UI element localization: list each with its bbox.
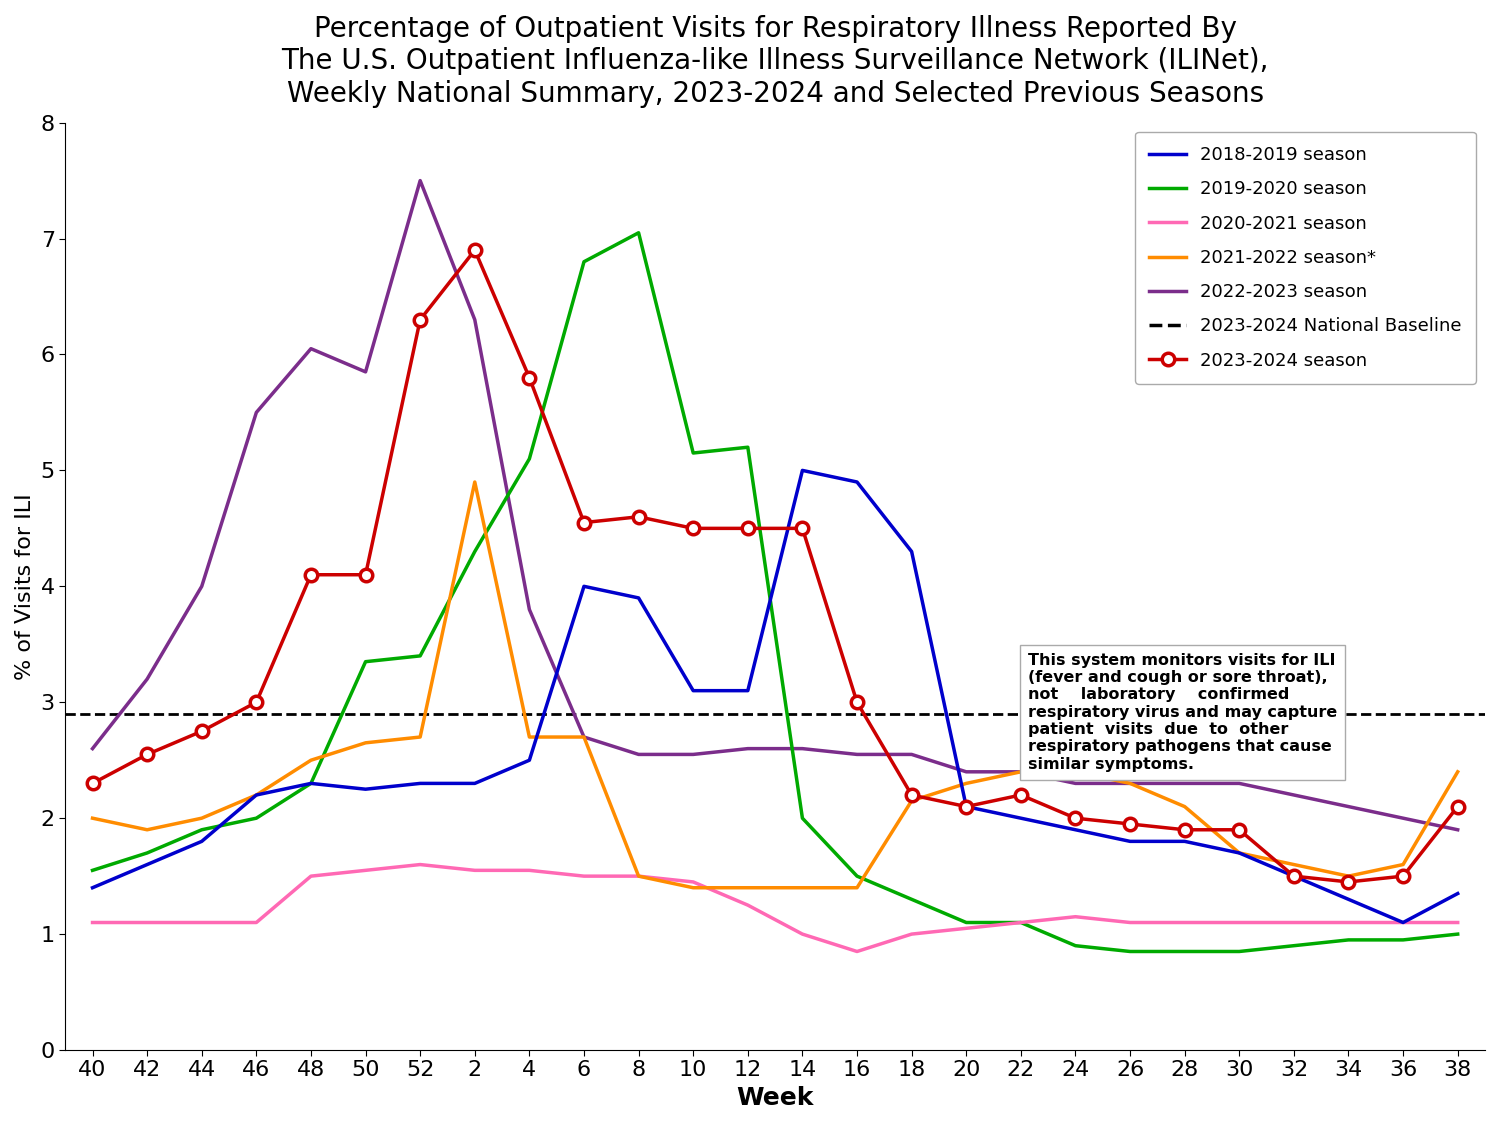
Title: Percentage of Outpatient Visits for Respiratory Illness Reported By
The U.S. Out: Percentage of Outpatient Visits for Resp…	[282, 15, 1269, 108]
Text: This system monitors visits for ILI
(fever and cough or sore throat),
not    lab: This system monitors visits for ILI (fev…	[1028, 652, 1336, 772]
X-axis label: Week: Week	[736, 1086, 815, 1110]
Y-axis label: % of Visits for ILI: % of Visits for ILI	[15, 493, 34, 680]
Legend: 2018-2019 season, 2019-2020 season, 2020-2021 season, 2021-2022 season*, 2022-20: 2018-2019 season, 2019-2020 season, 2020…	[1136, 132, 1476, 384]
